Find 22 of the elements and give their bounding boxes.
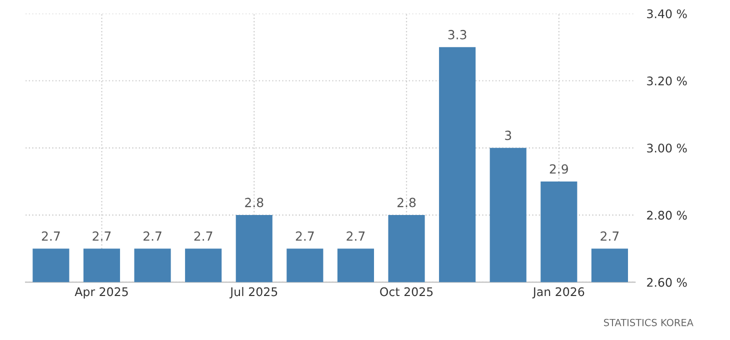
data-label: 2.8 — [397, 198, 416, 208]
x-tick-label: Jan 2026 — [532, 287, 584, 298]
data-label: 2.7 — [144, 231, 162, 241]
data-label: 2.7 — [42, 231, 60, 241]
data-label: 2.8 — [245, 198, 264, 208]
y-tick-label: 3.40 % — [647, 9, 687, 18]
x-tick-label: Apr 2025 — [74, 287, 128, 298]
y-tick-label: 2.60 % — [647, 278, 687, 287]
x-tick-label: Oct 2025 — [380, 287, 433, 296]
text: STATISTICS KOREA — [604, 318, 694, 326]
data-label: 2.9 — [550, 164, 568, 174]
y-tick-label: 2.80 % — [647, 210, 687, 220]
x-tick-label: Jul 2025 — [230, 287, 278, 298]
data-label: 2.7 — [92, 231, 111, 241]
data-label: 2.7 — [296, 231, 314, 241]
data-label: 3.3 — [448, 30, 466, 40]
y-tick-label: 3.20 % — [647, 76, 687, 86]
data-label: 2.7 — [600, 231, 619, 241]
data-label: 2.7 — [194, 231, 212, 241]
y-tick-label: 3.00 % — [647, 144, 687, 153]
data-label: 2.7 — [346, 231, 365, 241]
data-label: 3 — [505, 130, 512, 140]
